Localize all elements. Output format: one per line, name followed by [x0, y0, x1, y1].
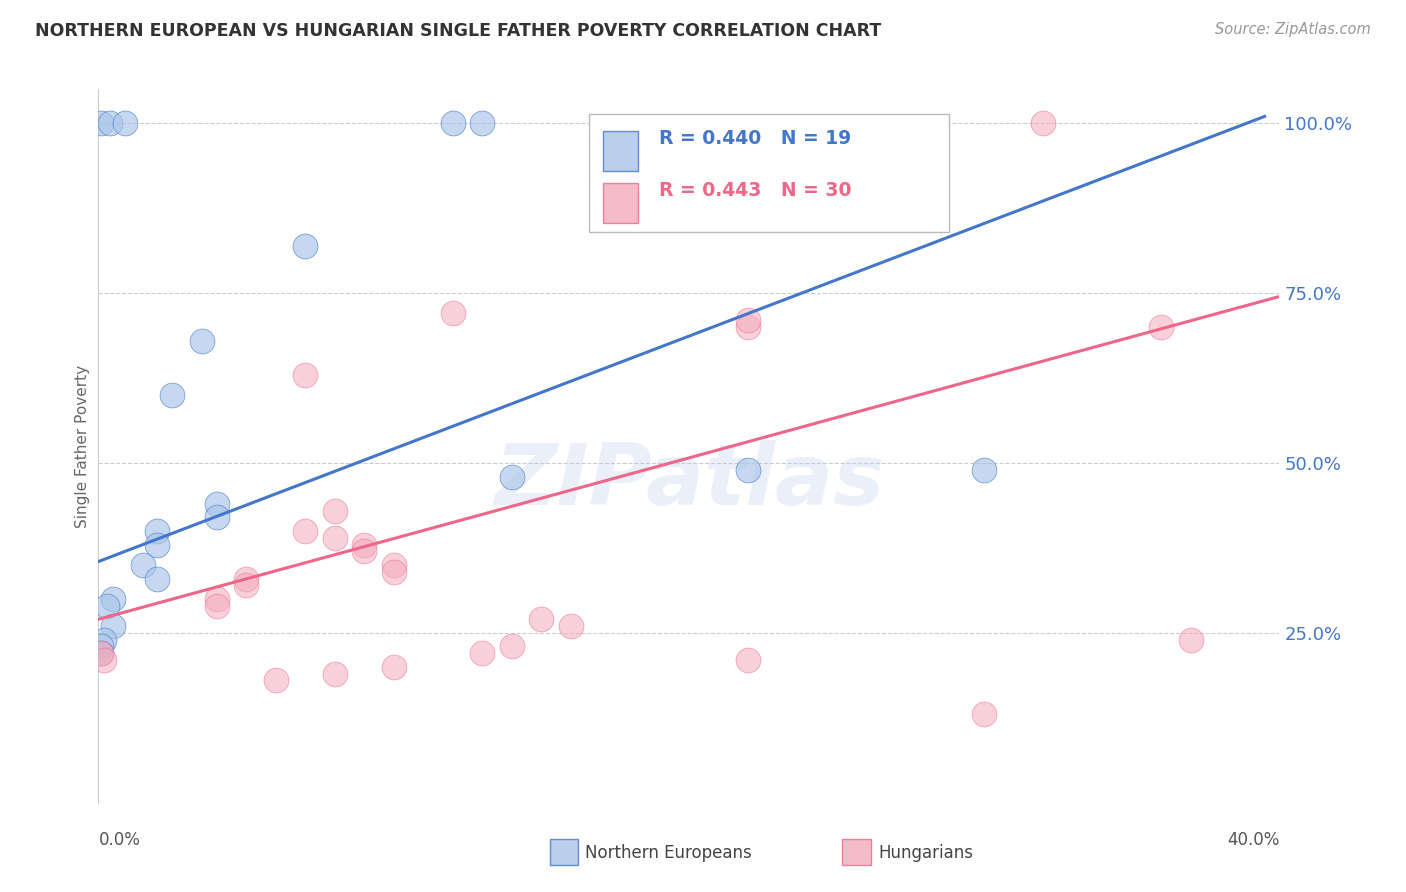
- Point: [264, 673, 287, 688]
- Bar: [603, 131, 638, 170]
- Point: [294, 368, 316, 382]
- Point: [382, 558, 405, 572]
- Point: [530, 612, 553, 626]
- Point: [90, 646, 112, 660]
- Point: [146, 572, 169, 586]
- Point: [353, 544, 375, 558]
- Point: [501, 469, 523, 483]
- Text: 0.0%: 0.0%: [98, 831, 141, 849]
- Point: [441, 116, 464, 130]
- Point: [205, 591, 228, 606]
- Point: [191, 334, 214, 348]
- Point: [323, 531, 346, 545]
- Text: R = 0.440   N = 19: R = 0.440 N = 19: [659, 129, 852, 148]
- Point: [93, 632, 115, 647]
- Point: [103, 591, 125, 606]
- Point: [471, 646, 494, 660]
- Point: [1150, 320, 1173, 334]
- Point: [382, 565, 405, 579]
- Point: [737, 313, 759, 327]
- Point: [1180, 632, 1202, 647]
- Point: [471, 116, 494, 130]
- Point: [93, 653, 115, 667]
- Text: NORTHERN EUROPEAN VS HUNGARIAN SINGLE FATHER POVERTY CORRELATION CHART: NORTHERN EUROPEAN VS HUNGARIAN SINGLE FA…: [35, 22, 882, 40]
- Point: [90, 646, 112, 660]
- Text: R = 0.443   N = 30: R = 0.443 N = 30: [659, 181, 852, 200]
- Bar: [550, 839, 578, 865]
- Point: [114, 116, 136, 130]
- Y-axis label: Single Father Poverty: Single Father Poverty: [75, 365, 90, 527]
- Point: [501, 640, 523, 654]
- Text: 40.0%: 40.0%: [1227, 831, 1279, 849]
- Point: [737, 320, 759, 334]
- Point: [205, 510, 228, 524]
- Point: [235, 572, 257, 586]
- Point: [1032, 116, 1054, 130]
- Text: ZIPatlas: ZIPatlas: [494, 440, 884, 524]
- Point: [973, 463, 995, 477]
- Point: [294, 238, 316, 252]
- Point: [90, 116, 112, 130]
- Point: [382, 660, 405, 674]
- Point: [441, 306, 464, 320]
- Point: [353, 537, 375, 551]
- Point: [914, 204, 936, 219]
- Point: [146, 524, 169, 538]
- Point: [98, 116, 121, 130]
- Point: [973, 707, 995, 722]
- Point: [146, 537, 169, 551]
- Point: [103, 619, 125, 633]
- Point: [737, 463, 759, 477]
- Point: [737, 653, 759, 667]
- Point: [294, 524, 316, 538]
- Point: [323, 666, 346, 681]
- Point: [323, 503, 346, 517]
- Text: Northern Europeans: Northern Europeans: [585, 844, 752, 862]
- Point: [205, 599, 228, 613]
- Point: [96, 599, 118, 613]
- Point: [205, 497, 228, 511]
- Point: [90, 640, 112, 654]
- Text: Hungarians: Hungarians: [877, 844, 973, 862]
- Bar: [603, 183, 638, 222]
- Point: [235, 578, 257, 592]
- Point: [560, 619, 582, 633]
- Text: Source: ZipAtlas.com: Source: ZipAtlas.com: [1215, 22, 1371, 37]
- Point: [162, 388, 183, 402]
- Bar: [842, 839, 870, 865]
- FancyBboxPatch shape: [589, 114, 949, 232]
- Point: [132, 558, 155, 572]
